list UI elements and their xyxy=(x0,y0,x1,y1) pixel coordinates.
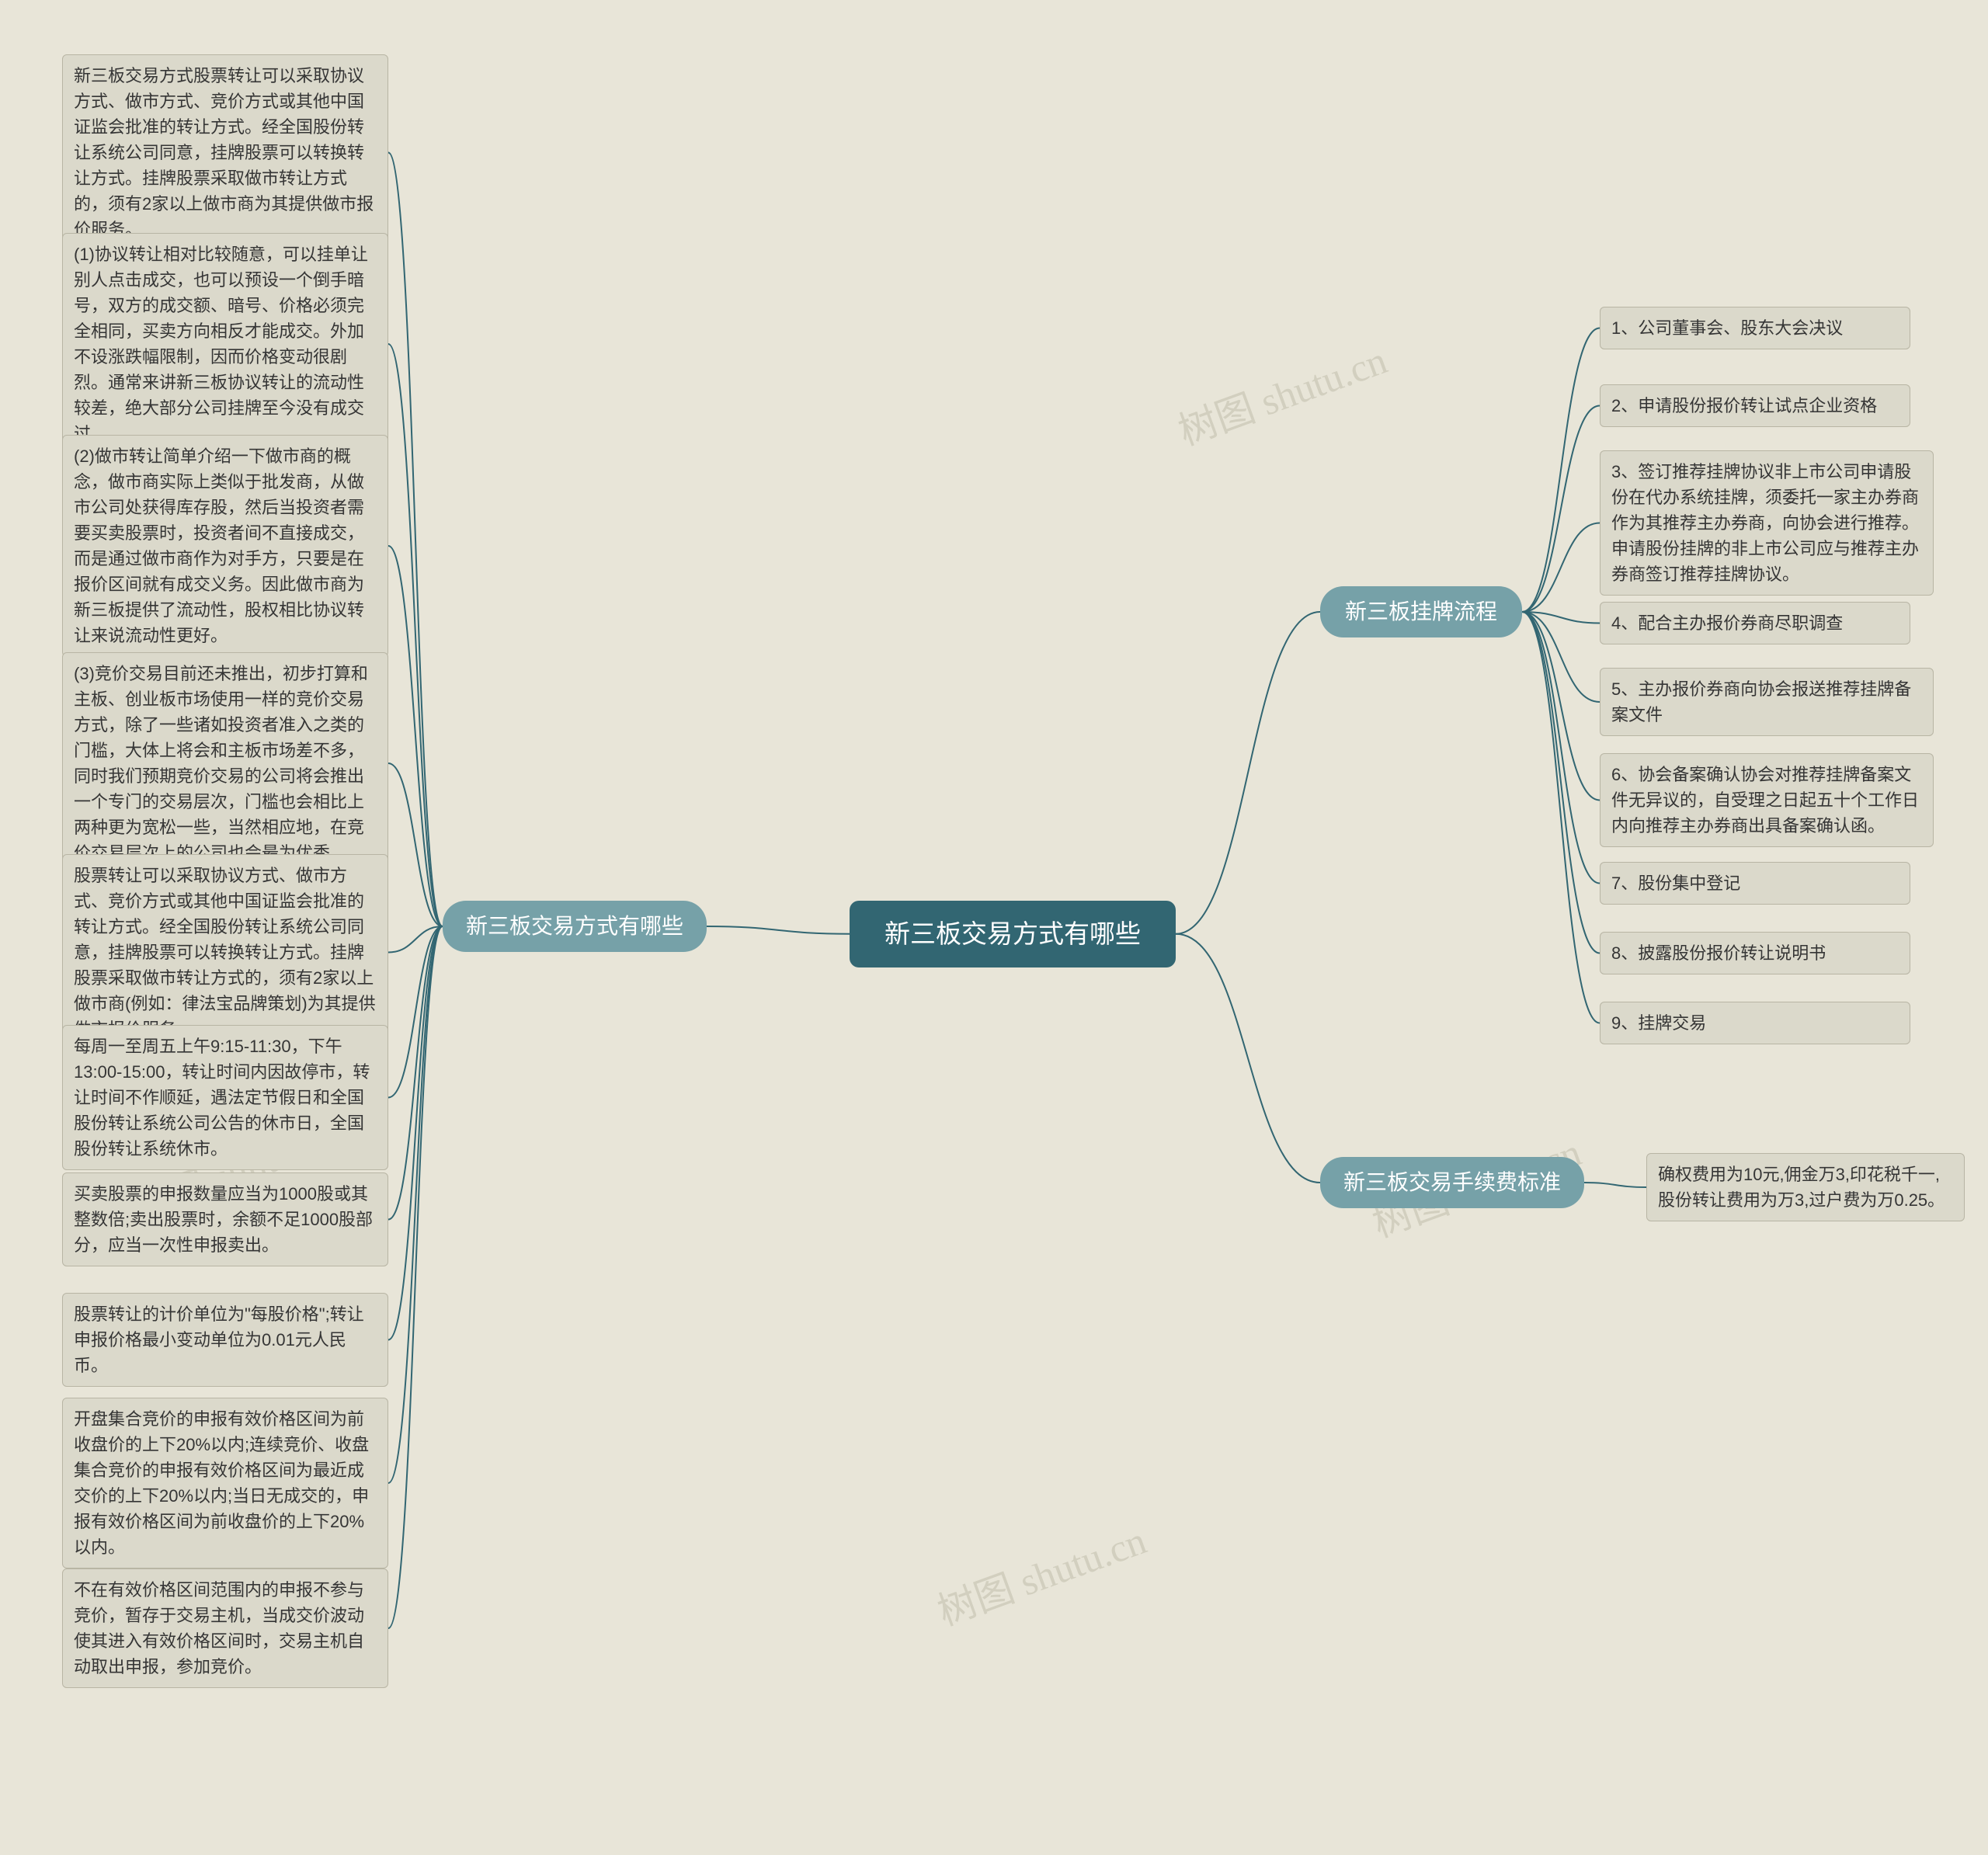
edge xyxy=(1522,328,1600,613)
leaf-text: 9、挂牌交易 xyxy=(1611,1013,1706,1033)
edge xyxy=(388,344,443,926)
edge xyxy=(1522,612,1600,884)
leaf-text: 确权费用为10元,佣金万3,印花税千一,股份转让费用为万3,过户费为万0.25。 xyxy=(1658,1165,1945,1210)
leaf-text: 买卖股票的申报数量应当为1000股或其整数倍;卖出股票时，余额不足1000股部分… xyxy=(74,1184,373,1255)
leaf-text: 新三板交易方式股票转让可以采取协议方式、做市方式、竞价方式或其他中国证监会批准的… xyxy=(74,66,374,239)
branch-node-b1: 新三板交易方式有哪些 xyxy=(443,901,707,952)
leaf-text: 4、配合主办报价券商尽职调查 xyxy=(1611,613,1843,633)
leaf-text: (2)做市转让简单介绍一下做市商的概念，做市商实际上类似于批发商，从做市公司处获… xyxy=(74,446,364,645)
leaf-node-b2l8: 8、披露股份报价转让说明书 xyxy=(1600,932,1910,974)
leaf-text: 6、协会备案确认协会对推荐挂牌备案文件无异议的，自受理之日起五十个工作日内向推荐… xyxy=(1611,765,1919,835)
edge xyxy=(388,926,443,953)
edge xyxy=(1176,934,1320,1183)
leaf-text: 7、股份集中登记 xyxy=(1611,874,1740,893)
edge xyxy=(1522,612,1600,954)
leaf-node-b1l9: 开盘集合竞价的申报有效价格区间为前收盘价的上下20%以内;连续竞价、收盘集合竞价… xyxy=(62,1398,388,1568)
leaf-text: 每周一至周五上午9:15-11:30，下午13:00-15:00，转让时间内因故… xyxy=(74,1037,370,1159)
leaf-node-b1l6: 每周一至周五上午9:15-11:30，下午13:00-15:00，转让时间内因故… xyxy=(62,1025,388,1170)
branch-label: 新三板挂牌流程 xyxy=(1345,599,1497,624)
branch-node-b2: 新三板挂牌流程 xyxy=(1320,586,1522,637)
branch-label: 新三板交易方式有哪些 xyxy=(466,914,683,938)
leaf-text: (1)协议转让相对比较随意，可以挂单让别人点击成交，也可以预设一个倒手暗号，双方… xyxy=(74,245,368,443)
edge xyxy=(1584,1183,1646,1187)
edge xyxy=(1176,612,1320,934)
edge xyxy=(388,763,443,926)
edge xyxy=(388,926,443,1483)
edge xyxy=(707,926,850,934)
leaf-node-b1l10: 不在有效价格区间范围内的申报不参与竞价，暂存于交易主机，当成交价波动使其进入有效… xyxy=(62,1568,388,1688)
edge xyxy=(1522,612,1600,801)
leaf-text: 不在有效价格区间范围内的申报不参与竞价，暂存于交易主机，当成交价波动使其进入有效… xyxy=(74,1580,364,1676)
leaf-node-b1l8: 股票转让的计价单位为"每股价格";转让申报价格最小变动单位为0.01元人民币。 xyxy=(62,1293,388,1387)
leaf-node-b2l3: 3、签订推荐挂牌协议非上市公司申请股份在代办系统挂牌，须委托一家主办券商作为其推… xyxy=(1600,450,1934,596)
edge xyxy=(388,926,443,1220)
leaf-text: 5、主办报价券商向协会报送推荐挂牌备案文件 xyxy=(1611,679,1911,724)
edge xyxy=(388,926,443,1098)
leaf-node-b2l5: 5、主办报价券商向协会报送推荐挂牌备案文件 xyxy=(1600,668,1934,736)
edge xyxy=(388,546,443,926)
leaf-text: 股票转让的计价单位为"每股价格";转让申报价格最小变动单位为0.01元人民币。 xyxy=(74,1304,364,1375)
edge xyxy=(388,926,443,1340)
leaf-node-b3l1: 确权费用为10元,佣金万3,印花税千一,股份转让费用为万3,过户费为万0.25。 xyxy=(1646,1153,1965,1221)
root-node: 新三板交易方式有哪些 xyxy=(850,901,1176,967)
leaf-node-b2l2: 2、申请股份报价转让试点企业资格 xyxy=(1600,384,1910,427)
edge xyxy=(1522,612,1600,624)
leaf-node-b2l1: 1、公司董事会、股东大会决议 xyxy=(1600,307,1910,349)
leaf-node-b1l1: 新三板交易方式股票转让可以采取协议方式、做市方式、竞价方式或其他中国证监会批准的… xyxy=(62,54,388,251)
edge xyxy=(388,926,443,1628)
edge xyxy=(1522,406,1600,613)
leaf-text: 1、公司董事会、股东大会决议 xyxy=(1611,318,1843,338)
leaf-node-b2l6: 6、协会备案确认协会对推荐挂牌备案文件无异议的，自受理之日起五十个工作日内向推荐… xyxy=(1600,753,1934,847)
leaf-text: 股票转让可以采取协议方式、做市方式、竞价方式或其他中国证监会批准的转让方式。经全… xyxy=(74,866,376,1039)
edge xyxy=(388,153,443,927)
leaf-node-b1l4: (3)竞价交易目前还未推出，初步打算和主板、创业板市场使用一样的竞价交易方式，除… xyxy=(62,652,388,874)
leaf-text: 开盘集合竞价的申报有效价格区间为前收盘价的上下20%以内;连续竞价、收盘集合竞价… xyxy=(74,1409,369,1557)
leaf-node-b2l4: 4、配合主办报价券商尽职调查 xyxy=(1600,602,1910,644)
leaf-node-b1l5: 股票转让可以采取协议方式、做市方式、竞价方式或其他中国证监会批准的转让方式。经全… xyxy=(62,854,388,1051)
leaf-node-b1l7: 买卖股票的申报数量应当为1000股或其整数倍;卖出股票时，余额不足1000股部分… xyxy=(62,1172,388,1266)
leaf-text: 2、申请股份报价转让试点企业资格 xyxy=(1611,396,1877,415)
leaf-node-b2l7: 7、股份集中登记 xyxy=(1600,862,1910,905)
branch-label: 新三板交易手续费标准 xyxy=(1343,1170,1561,1194)
watermark: 树图 shutu.cn xyxy=(1170,329,1393,457)
edge xyxy=(1522,523,1600,613)
branch-node-b3: 新三板交易手续费标准 xyxy=(1320,1157,1584,1208)
leaf-text: 3、签订推荐挂牌协议非上市公司申请股份在代办系统挂牌，须委托一家主办券商作为其推… xyxy=(1611,462,1919,584)
edge xyxy=(1522,612,1600,702)
leaf-node-b1l3: (2)做市转让简单介绍一下做市商的概念，做市商实际上类似于批发商，从做市公司处获… xyxy=(62,435,388,657)
edge xyxy=(1522,612,1600,1023)
leaf-node-b2l9: 9、挂牌交易 xyxy=(1600,1002,1910,1044)
leaf-text: (3)竞价交易目前还未推出，初步打算和主板、创业板市场使用一样的竞价交易方式，除… xyxy=(74,664,368,863)
leaf-text: 8、披露股份报价转让说明书 xyxy=(1611,943,1826,963)
root-label: 新三板交易方式有哪些 xyxy=(885,919,1141,948)
watermark: 树图 shutu.cn xyxy=(929,1509,1152,1637)
leaf-node-b1l2: (1)协议转让相对比较随意，可以挂单让别人点击成交，也可以预设一个倒手暗号，双方… xyxy=(62,233,388,455)
